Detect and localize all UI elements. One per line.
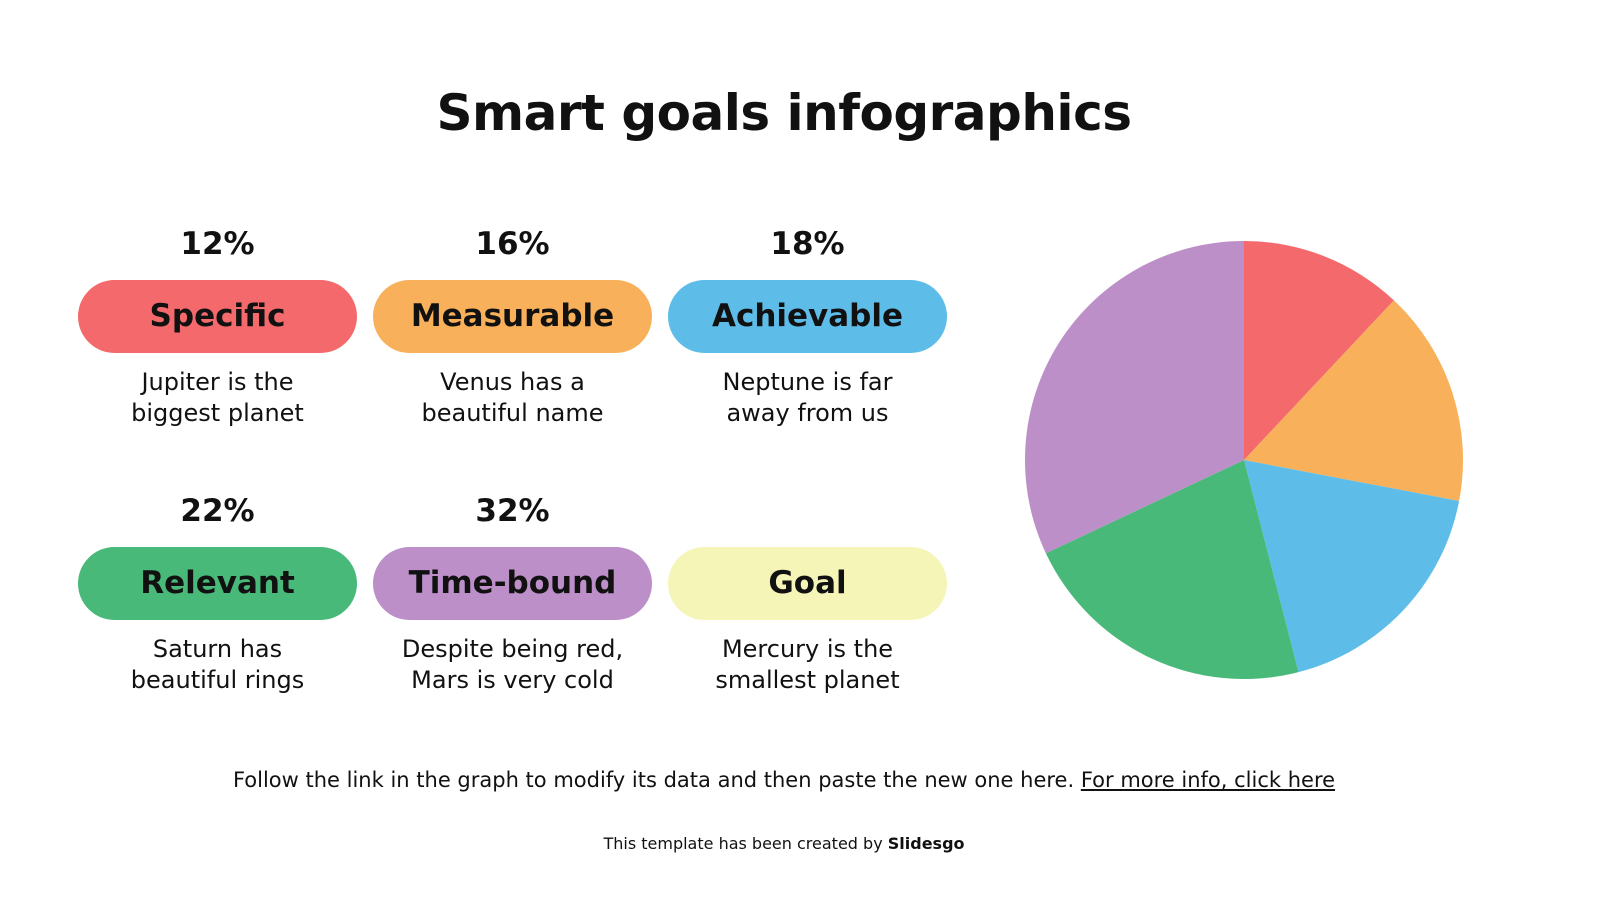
- desc-line: Jupiter is the: [141, 368, 294, 396]
- pie-slice-achievable: [1244, 460, 1460, 673]
- goal-percent: 18%: [770, 226, 845, 262]
- desc-line: Mercury is the: [721, 635, 894, 663]
- goal-description: Venus has a beautiful name: [373, 367, 652, 429]
- goal-card-relevant: 22% Relevant Saturn has beautiful rings: [78, 491, 357, 696]
- goal-pill: Achievable: [668, 280, 947, 353]
- goal-card-achievable: 18% Achievable Neptune is far away from u…: [668, 224, 947, 429]
- goal-card-goal: Goal Mercury is the smallest planet: [668, 491, 947, 696]
- goal-description: Mercury is the smallest planet: [668, 634, 947, 696]
- more-info-link[interactable]: For more info, click here: [1080, 768, 1336, 792]
- desc-line: smallest planet: [715, 666, 900, 694]
- goal-pill: Goal: [668, 547, 947, 620]
- goal-card-specific: 12% Specific Jupiter is the biggest plane…: [78, 224, 357, 429]
- page-title: Smart goals infographics: [436, 84, 1132, 142]
- credit-text: This template has been created by: [603, 834, 888, 853]
- desc-line: Neptune is far: [722, 368, 893, 396]
- goal-description: Saturn has beautiful rings: [78, 634, 357, 696]
- credit-brand: Slidesgo: [887, 834, 965, 853]
- desc-line: Venus has a: [440, 368, 585, 396]
- desc-line: Saturn has: [152, 635, 283, 663]
- desc-line: beautiful rings: [130, 666, 305, 694]
- desc-line: beautiful name: [421, 399, 604, 427]
- goal-percent: 12%: [180, 226, 255, 262]
- goal-percent: 16%: [475, 226, 550, 262]
- desc-line: biggest planet: [131, 399, 304, 427]
- goal-description: Jupiter is the biggest planet: [78, 367, 357, 429]
- goal-pill: Relevant: [78, 547, 357, 620]
- footnote-text: Follow the link in the graph to modify i…: [232, 768, 1081, 792]
- pie-slice-time-bound: [1025, 241, 1244, 554]
- pie-chart: [1025, 241, 1463, 679]
- desc-line: Mars is very cold: [411, 666, 614, 694]
- goal-percent: 22%: [180, 493, 255, 529]
- desc-line: away from us: [726, 399, 889, 427]
- pie-slice-specific: [1244, 241, 1394, 460]
- goal-percent: [668, 491, 947, 531]
- credit: This template has been created by Slides…: [0, 834, 1568, 853]
- goal-description: Despite being red, Mars is very cold: [373, 634, 652, 696]
- goal-pill: Time-bound: [373, 547, 652, 620]
- goal-card-measurable: 16% Measurable Venus has a beautiful name: [373, 224, 652, 429]
- goal-pill: Specific: [78, 280, 357, 353]
- goal-pill: Measurable: [373, 280, 652, 353]
- goal-card-time-bound: 32% Time-bound Despite being red, Mars is…: [373, 491, 652, 696]
- desc-line: Despite being red,: [401, 635, 624, 663]
- goal-percent: 32%: [475, 493, 550, 529]
- pie-slice-measurable: [1244, 300, 1463, 502]
- footnote: Follow the link in the graph to modify i…: [0, 768, 1568, 792]
- goal-description: Neptune is far away from us: [668, 367, 947, 429]
- pie-slice-relevant: [1045, 460, 1299, 679]
